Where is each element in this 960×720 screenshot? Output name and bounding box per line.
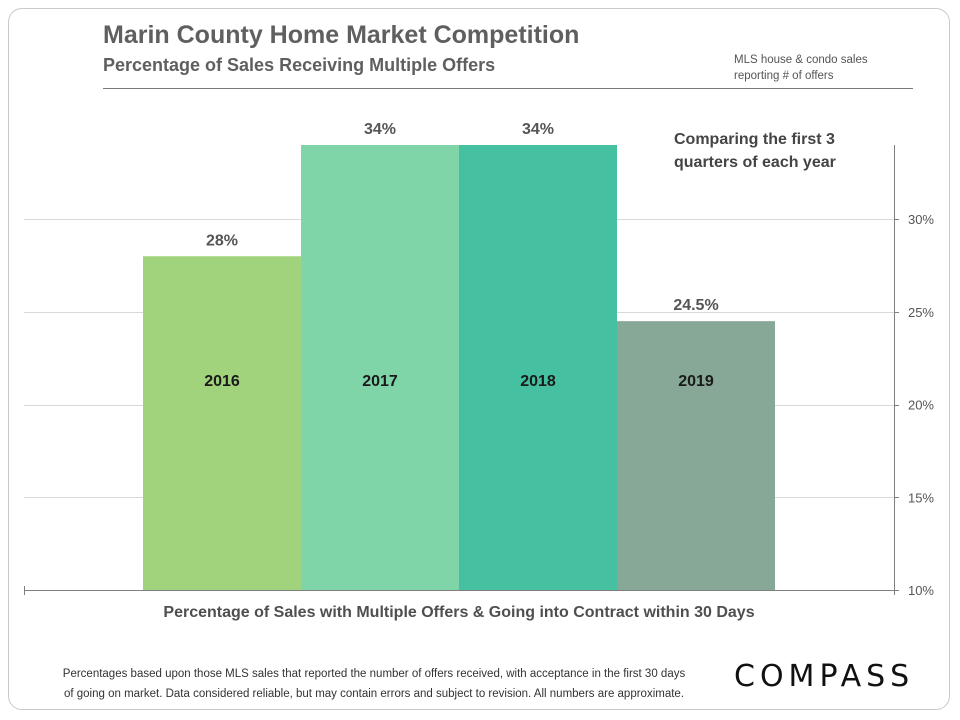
bar-category-label: 2016 [204,373,240,390]
chart-title: Marin County Home Market Competition [103,21,580,49]
chart-subtitle: Percentage of Sales Receiving Multiple O… [103,55,496,75]
source-note-line-1: MLS house & condo sales [734,54,868,66]
footnote: Percentages based upon those MLS sales t… [24,664,724,704]
annotation-line-2: quarters of each year [674,154,836,171]
chart-annotation: Comparing the first 3 quarters of each y… [674,128,864,174]
footnote-line-1: Percentages based upon those MLS sales t… [62,668,686,680]
bar-value-label: 28% [206,232,238,249]
bar-2017 [301,145,459,590]
bar-value-label: 24.5% [673,297,718,314]
bar-2016 [143,256,301,590]
bar-2018 [459,145,617,590]
bar-category-label: 2017 [362,373,398,390]
annotation-line-1: Comparing the first 3 [674,131,835,148]
header-divider [103,88,913,89]
x-axis-label: Percentage of Sales with Multiple Offers… [163,604,755,621]
bar-2019 [617,321,775,590]
y-tick-label: 10% [908,583,934,598]
source-note: MLS house & condo sales reporting # of o… [734,52,904,84]
source-note-line-2: reporting # of offers [734,70,834,82]
slide-frame [8,8,950,710]
compass-logo: COMPASS [734,659,915,694]
bar-value-label: 34% [522,121,554,138]
y-tick-label: 30% [908,212,934,227]
y-tick-label: 20% [908,398,934,413]
bar-category-label: 2019 [678,373,714,390]
footnote-line-2: of going on market. Data considered reli… [63,688,685,700]
y-tick-label: 25% [908,305,934,320]
bar-category-label: 2018 [520,373,556,390]
bar-value-label: 34% [364,121,396,138]
y-tick-label: 15% [908,490,934,505]
